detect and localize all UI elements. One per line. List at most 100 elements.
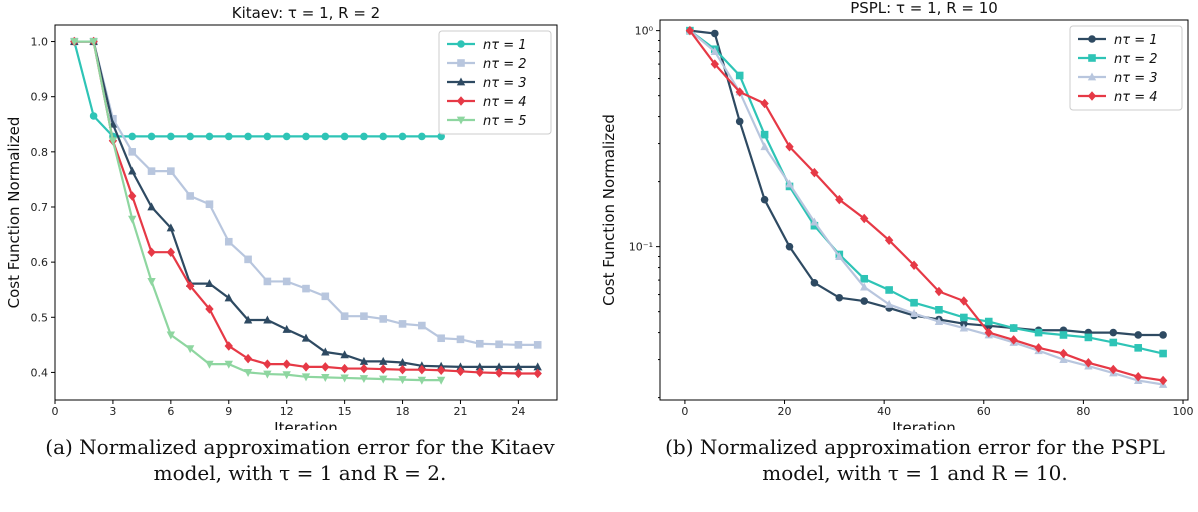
data-point — [959, 323, 969, 332]
data-point — [398, 320, 407, 328]
x-tick-label: 100 — [1173, 405, 1194, 418]
x-tick-label: 12 — [280, 405, 294, 418]
series-line — [73, 41, 442, 138]
series-4 — [70, 36, 542, 379]
data-point — [1009, 335, 1018, 345]
y-tick-label: 0.8 — [31, 146, 49, 159]
x-tick-label: 21 — [453, 405, 467, 418]
data-point — [1059, 348, 1068, 359]
data-point — [89, 112, 98, 120]
data-point — [418, 321, 426, 330]
data-point — [147, 132, 156, 141]
data-point — [785, 242, 794, 251]
data-point — [244, 132, 252, 141]
data-point — [185, 281, 195, 291]
series-line — [689, 29, 1164, 386]
legend-box — [438, 30, 552, 135]
data-point — [321, 347, 330, 356]
data-point — [910, 298, 918, 307]
y-tick-label: 0.9 — [31, 91, 49, 104]
data-point — [984, 327, 993, 338]
data-point — [205, 132, 214, 141]
plot-frame — [659, 19, 1189, 401]
data-point — [456, 362, 465, 371]
x-tick-label: 0 — [52, 405, 59, 418]
data-point — [243, 369, 253, 377]
data-point — [456, 335, 465, 344]
data-point — [263, 277, 272, 286]
data-point — [243, 353, 253, 364]
data-point — [934, 286, 944, 297]
data-point — [186, 132, 194, 141]
data-point — [224, 237, 233, 246]
data-point — [494, 368, 504, 378]
data-point — [379, 364, 388, 374]
data-point — [359, 363, 369, 374]
data-point — [1084, 333, 1093, 342]
caption-a-line2: model, with τ = 1 and R = 2. — [153, 461, 447, 485]
data-point — [89, 38, 98, 47]
data-point — [108, 137, 118, 146]
data-point — [128, 215, 137, 224]
data-point — [860, 213, 869, 224]
data-point — [360, 132, 368, 141]
x-tick-label: 60 — [977, 405, 991, 418]
data-point — [205, 200, 214, 209]
data-point — [1134, 371, 1143, 382]
data-point — [533, 341, 542, 349]
data-point — [301, 362, 311, 372]
data-point — [109, 114, 117, 123]
data-point — [302, 284, 310, 293]
data-point — [1059, 331, 1068, 339]
y-tick-label: 0.4 — [31, 366, 49, 379]
data-point — [884, 299, 894, 308]
data-point — [282, 277, 291, 286]
chart-kitaev: Kitaev: τ = 1, R = 2 0 3 6 9 12 15 18 21 24 0.4 0.5… — [5, 4, 558, 430]
data-point — [360, 312, 368, 320]
data-point — [835, 194, 844, 205]
data-point — [1134, 331, 1142, 339]
data-point — [147, 278, 156, 286]
data-point — [224, 132, 233, 141]
legend-label: nτ = 4 — [483, 95, 527, 110]
data-point — [1084, 358, 1093, 368]
data-point — [710, 59, 719, 69]
data-point — [810, 279, 819, 287]
legend-marker — [457, 40, 465, 48]
legend-marker — [456, 116, 466, 125]
data-point — [1034, 343, 1043, 353]
data-point — [321, 373, 330, 382]
data-point — [128, 148, 137, 156]
data-point — [959, 296, 969, 306]
data-point — [379, 315, 388, 323]
data-point — [1034, 328, 1043, 337]
data-point — [710, 47, 719, 55]
data-point — [418, 132, 426, 141]
legend-box — [1069, 25, 1183, 111]
series-line — [689, 29, 1164, 382]
data-point — [810, 221, 819, 230]
data-point — [436, 365, 446, 375]
data-point — [935, 306, 943, 314]
data-point — [70, 38, 79, 47]
series-line — [689, 29, 1164, 355]
data-point — [909, 260, 919, 271]
y-tick-label: 10⁰ — [635, 25, 654, 38]
data-point — [282, 359, 291, 369]
data-point — [340, 312, 349, 320]
data-point — [321, 362, 330, 372]
legend: nτ = 1 nτ = 2 nτ = 3 nτ = 4 nτ = 5 — [438, 30, 552, 135]
data-point — [735, 117, 744, 126]
data-point — [301, 333, 311, 342]
data-point — [128, 132, 137, 141]
data-point — [128, 191, 137, 201]
data-point — [1159, 349, 1167, 358]
data-point — [760, 130, 769, 139]
x-tick-label: 15 — [338, 405, 352, 418]
data-point — [885, 286, 893, 294]
data-point — [835, 251, 844, 260]
data-point — [1159, 331, 1167, 339]
data-point — [321, 292, 330, 301]
legend-marker — [1087, 91, 1097, 101]
legend-label: nτ = 2 — [1114, 52, 1158, 67]
